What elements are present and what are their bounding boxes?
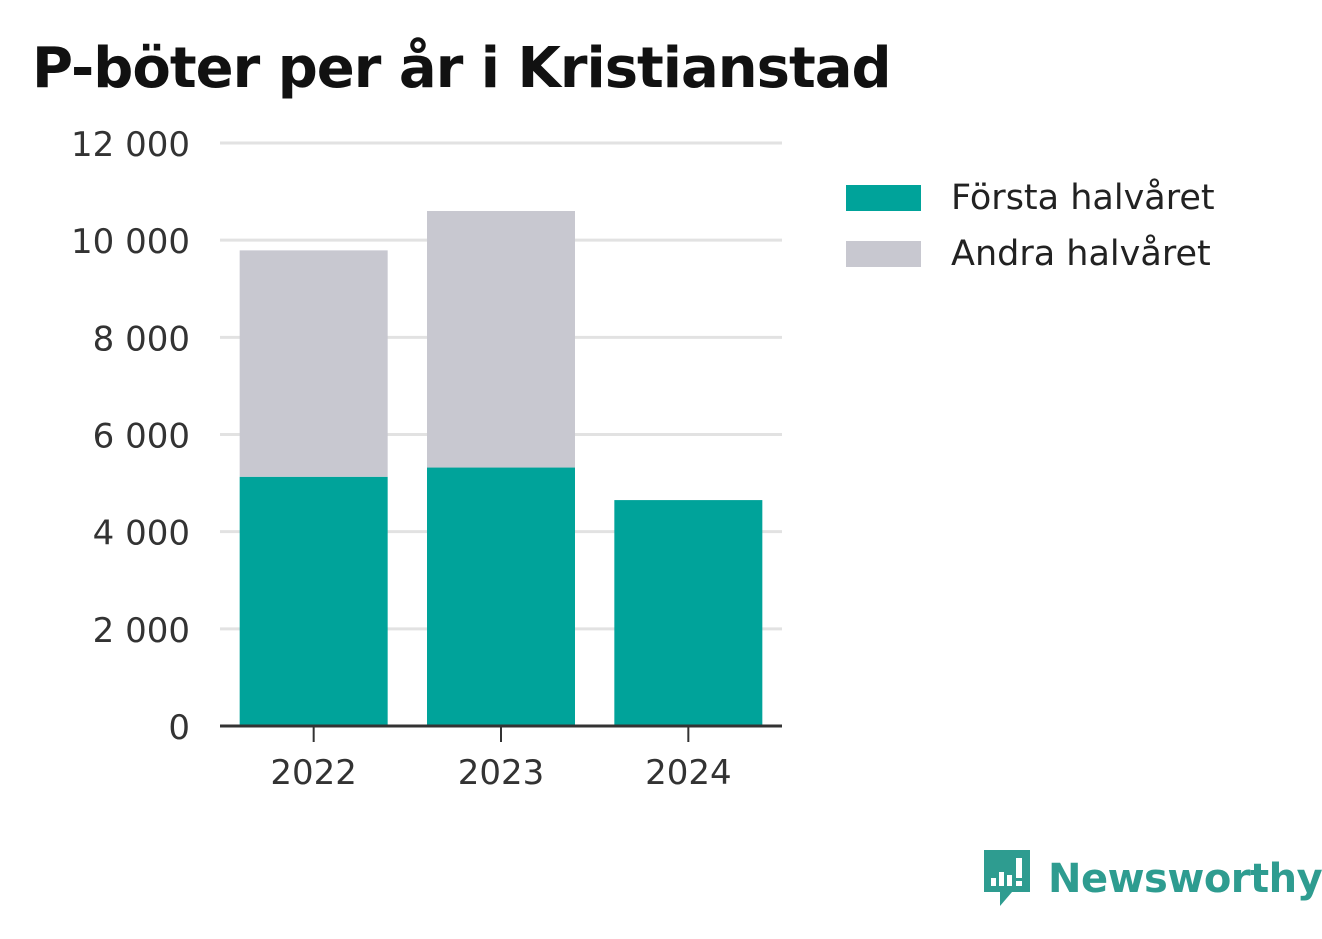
legend-item-second-half: Andra halvåret <box>846 226 1215 282</box>
y-tick-label: 0 <box>168 708 190 748</box>
bar-2023-series-0 <box>427 467 575 726</box>
newsworthy-chart-bubble-icon <box>984 850 1030 906</box>
y-tick-label: 4 000 <box>93 514 190 554</box>
newsworthy-logo: Newsworthy <box>980 848 1322 910</box>
legend-swatch-first-half <box>846 185 921 211</box>
legend-label-first-half: Första halvåret <box>951 178 1215 218</box>
legend: Första halvåret Andra halvåret <box>846 170 1215 282</box>
chart-title: P-böter per år i Kristianstad <box>32 36 892 101</box>
y-tick-label: 8 000 <box>93 319 190 359</box>
legend-label-second-half: Andra halvåret <box>951 234 1211 274</box>
y-tick-label: 10 000 <box>71 222 190 262</box>
bar-2022-series-0 <box>239 476 388 726</box>
x-tick-label: 2023 <box>458 753 545 793</box>
y-tick-label: 6 000 <box>93 417 190 457</box>
bar-2022-series-1 <box>239 250 388 477</box>
bars <box>239 211 763 726</box>
y-tick-label: 12 000 <box>71 125 190 165</box>
x-tick-label: 2024 <box>645 753 732 793</box>
y-tick-label: 2 000 <box>93 611 190 651</box>
legend-swatch-second-half <box>846 241 921 267</box>
bar-2023-series-1 <box>427 211 575 468</box>
logo-text: Newsworthy <box>1048 856 1322 902</box>
legend-item-first-half: Första halvåret <box>846 170 1215 226</box>
x-tick-label: 2022 <box>270 753 357 793</box>
bar-2024-series-0 <box>614 500 763 726</box>
x-axis-ticks: 2022 2023 2024 <box>270 726 732 793</box>
y-axis-tick-labels: 0 2 000 4 000 6 000 8 000 10 000 12 000 <box>71 125 190 748</box>
